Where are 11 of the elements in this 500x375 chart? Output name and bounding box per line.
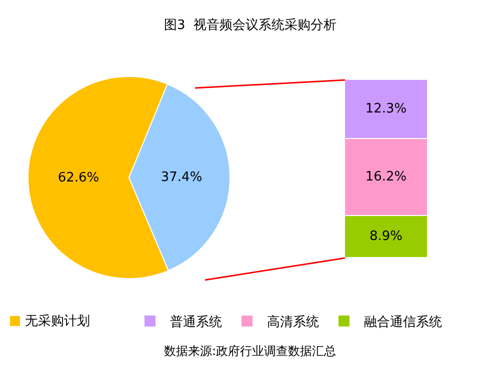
legend-label: 高清系统 [267, 314, 319, 330]
data-label: 37.4% [160, 170, 202, 185]
data-label: 16.2% [365, 169, 407, 184]
data-label: 8.9% [369, 228, 403, 244]
data-label: 12.3% [365, 101, 407, 116]
legend-label: 融合通信系统 [364, 315, 442, 330]
legend-label: 普通系统 [170, 314, 222, 330]
chart-title: 图3 视音频会议系统采购分析 [164, 18, 337, 33]
legend-label: 无采购计划 [25, 314, 90, 329]
data-label: 62.6% [58, 170, 100, 186]
source-note: 数据来源:政府行业调查数据汇总 [164, 344, 336, 358]
